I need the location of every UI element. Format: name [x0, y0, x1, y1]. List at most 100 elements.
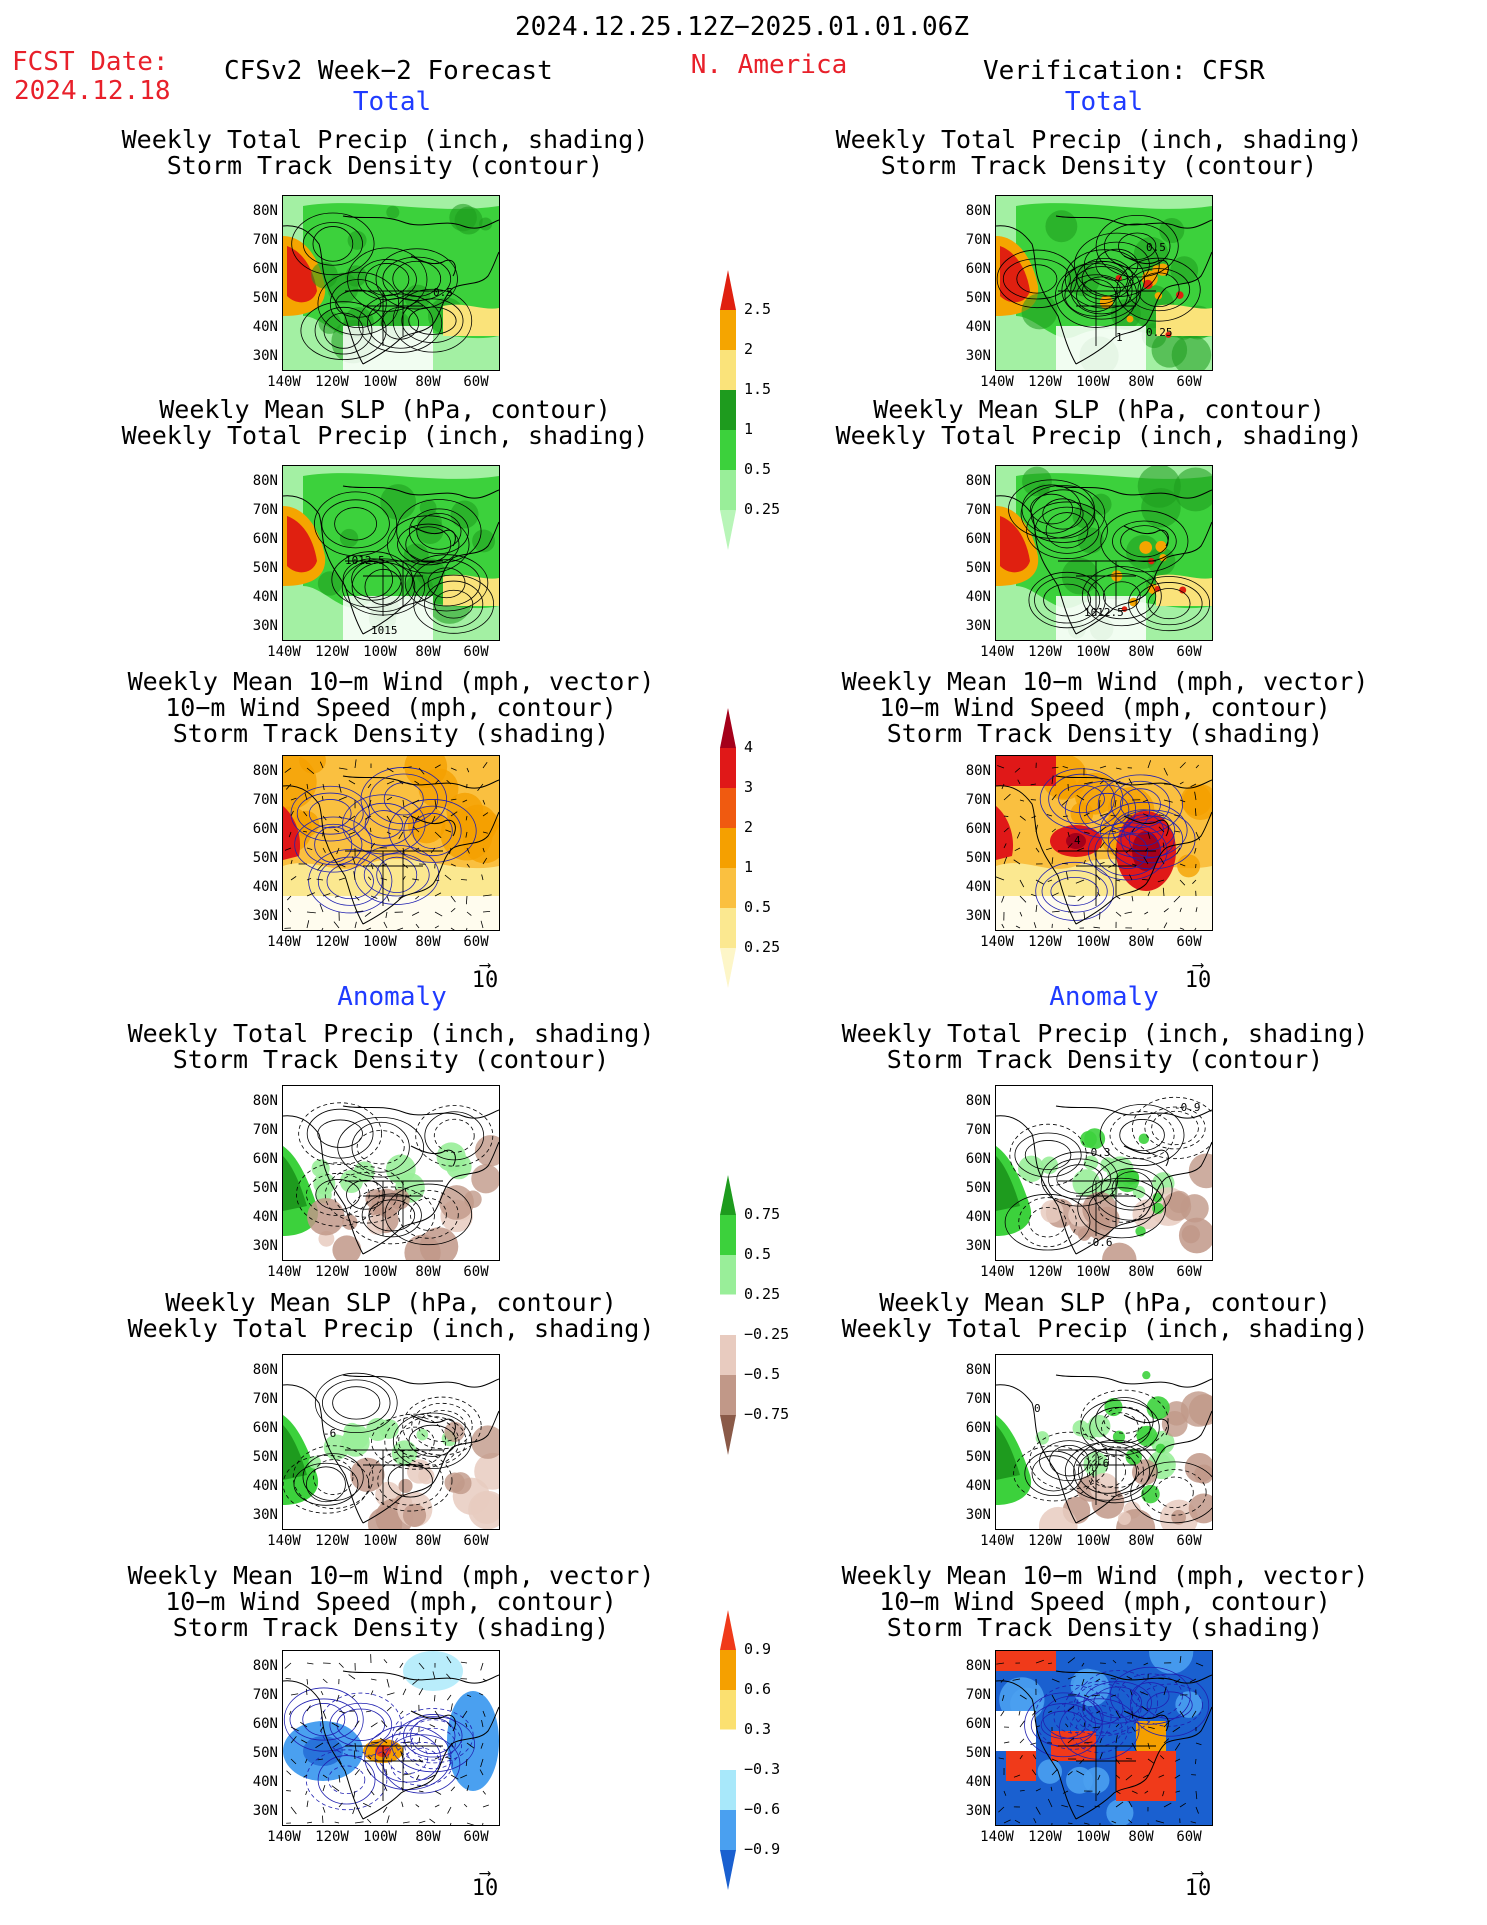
latitude-label: 70N	[252, 502, 278, 518]
state-borders	[345, 1180, 443, 1236]
colorbar-tick-label: 2	[744, 818, 754, 836]
colorbar-swatch	[720, 470, 736, 510]
vf-anom-title-1: Weekly Total Precip (inch, shading) Stor…	[841, 1019, 1369, 1074]
longitude-label: 60W	[463, 644, 489, 660]
contour-value-label: 0.5	[1146, 241, 1166, 254]
colorbar-swatch	[720, 1294, 737, 1336]
shaded-field	[283, 1651, 499, 1825]
coastline	[283, 1105, 499, 1255]
region-label: N. America	[690, 50, 848, 80]
longitude-label: 100W	[363, 1829, 397, 1845]
latitude-label: 60N	[252, 1151, 278, 1167]
contour-lines	[290, 767, 477, 914]
latitude-label: 70N	[965, 232, 991, 248]
fc-total-title-1: Weekly Total Precip (inch, shading) Stor…	[121, 125, 649, 180]
latitude-label: 70N	[252, 1391, 278, 1407]
longitude-label: 60W	[1176, 1264, 1202, 1280]
contour-value-label: 0.5	[433, 286, 453, 299]
colorbar-tick-label: 2.5	[744, 300, 772, 318]
colorbar-tick-label: 0.5	[744, 898, 772, 916]
latitude-label: 50N	[965, 290, 991, 306]
longitude-label: 120W	[1028, 934, 1062, 950]
wind-vectors	[996, 1656, 1204, 1825]
coastline	[996, 1670, 1212, 1820]
colorbar-swatch	[720, 868, 736, 908]
longitude-label: 100W	[363, 374, 397, 390]
longitude-label: 60W	[463, 1533, 489, 1549]
colorbar-tick-label: 2	[744, 340, 754, 358]
longitude-label: 80W	[1128, 1533, 1154, 1549]
vf-anom-precip-storm-map: -0.9 -0.3 -0.6	[995, 1085, 1213, 1261]
latitude-label: 40N	[965, 589, 991, 605]
latitude-label: 50N	[965, 1180, 991, 1196]
fc-anom-wind-storm-map	[282, 1650, 500, 1826]
colorbar-tick-label: −0.5	[744, 1365, 781, 1383]
shaded-field	[996, 1651, 1212, 1825]
longitude-label: 140W	[267, 374, 301, 390]
colorbar-swatch	[720, 1770, 736, 1810]
colorbar-swatch	[720, 430, 736, 470]
coastline	[996, 775, 1212, 925]
vf-total-title-2: Weekly Mean SLP (hPa, contour) Weekly To…	[835, 395, 1363, 450]
latitude-label: 80N	[965, 203, 991, 219]
latitude-label: 40N	[252, 589, 278, 605]
latitude-label: 40N	[252, 319, 278, 335]
longitude-label: 140W	[980, 1533, 1014, 1549]
colorbar-tick-label: 0.6	[744, 1680, 772, 1698]
coastline	[996, 215, 1212, 365]
latitude-label: 80N	[965, 1362, 991, 1378]
colorbar-swatch	[720, 1729, 737, 1771]
latitude-label: 60N	[252, 1420, 278, 1436]
longitude-label: 140W	[267, 1533, 301, 1549]
colorbar-tick-label: −0.75	[744, 1405, 790, 1423]
latitude-label: 30N	[252, 908, 278, 924]
colorbar-tick-label: 0.9	[744, 1640, 772, 1658]
latitude-label: 30N	[965, 1803, 991, 1819]
shaded-field	[283, 1355, 499, 1529]
latitude-label: 40N	[965, 879, 991, 895]
shaded-field	[283, 466, 499, 640]
colorbar-tick-label: 0.5	[744, 460, 772, 478]
colorbar-tick-label: 0.25	[744, 500, 781, 518]
longitude-label: 120W	[315, 1533, 349, 1549]
vector-reference-fc-total: ⟶ 10	[471, 955, 499, 993]
colorbar-tick-label: −0.9	[744, 1840, 781, 1858]
latitude-label: 60N	[965, 1420, 991, 1436]
longitude-label: 60W	[1176, 934, 1202, 950]
latitude-label: 70N	[252, 232, 278, 248]
latitude-label: 80N	[252, 1093, 278, 1109]
state-borders	[1058, 290, 1156, 346]
colorbar-tick-label: 1	[744, 858, 754, 876]
latitude-label: 40N	[252, 1209, 278, 1225]
contour-lines	[291, 212, 473, 361]
latitude-label: 70N	[252, 1122, 278, 1138]
latitude-label: 30N	[965, 1507, 991, 1523]
vf-total-wind-storm-map: 4	[995, 755, 1213, 931]
coastline	[283, 215, 499, 365]
latitude-label: 40N	[965, 1478, 991, 1494]
latitude-label: 50N	[965, 560, 991, 576]
longitude-label: 140W	[267, 1829, 301, 1845]
latitude-label: 60N	[965, 531, 991, 547]
state-borders	[345, 560, 443, 616]
latitude-label: 50N	[252, 1745, 278, 1761]
latitude-label: 70N	[965, 792, 991, 808]
longitude-label: 60W	[1176, 1829, 1202, 1845]
longitude-label: 100W	[363, 1264, 397, 1280]
longitude-label: 60W	[1176, 374, 1202, 390]
longitude-label: 80W	[415, 1264, 441, 1280]
longitude-label: 140W	[980, 1829, 1014, 1845]
longitude-label: 80W	[415, 1533, 441, 1549]
colorbar-swatch	[720, 828, 736, 868]
contour-lines	[1004, 1096, 1212, 1251]
latitude-label: 50N	[252, 850, 278, 866]
colorbar-swatch	[720, 1850, 736, 1890]
colorbar-tick-label: −0.6	[744, 1800, 781, 1818]
latitude-label: 40N	[965, 1774, 991, 1790]
fc-anom-precip-storm-map	[282, 1085, 500, 1261]
longitude-label: 100W	[363, 1533, 397, 1549]
longitude-label: 120W	[315, 1829, 349, 1845]
verification-column-title: Verification: CFSR	[983, 56, 1265, 86]
latitude-label: 80N	[965, 763, 991, 779]
colorbar-tick-label: 0.25	[744, 1285, 781, 1303]
